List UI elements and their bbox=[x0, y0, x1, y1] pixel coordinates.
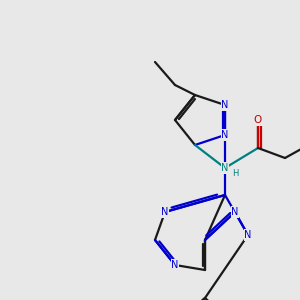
Text: N: N bbox=[161, 207, 169, 217]
Text: N: N bbox=[231, 207, 239, 217]
Text: N: N bbox=[244, 230, 252, 240]
Text: N: N bbox=[221, 100, 229, 110]
Text: N: N bbox=[221, 130, 229, 140]
Text: N: N bbox=[221, 163, 229, 173]
Text: N: N bbox=[171, 260, 179, 270]
Text: O: O bbox=[254, 115, 262, 125]
Text: H: H bbox=[232, 169, 238, 178]
